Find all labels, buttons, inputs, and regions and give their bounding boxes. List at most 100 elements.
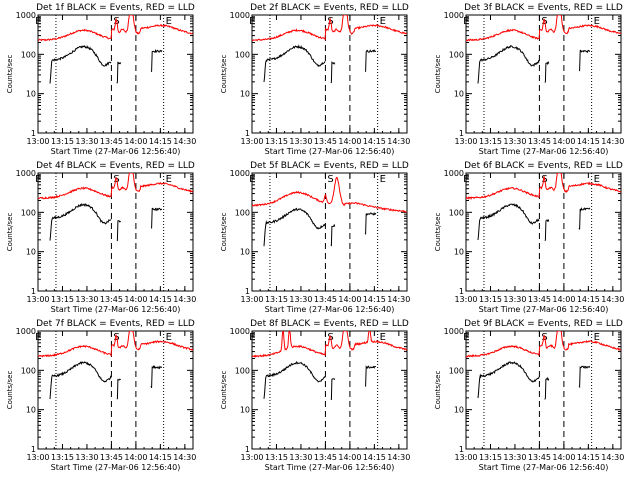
y-tick-label: 10 bbox=[26, 248, 36, 257]
marker-label: E bbox=[35, 174, 41, 185]
y-tick-label: 10 bbox=[26, 406, 36, 415]
x-axis-label: Start Time (27-Mar-06 12:56:40) bbox=[51, 463, 181, 472]
x-tick-label: 13:15 bbox=[265, 137, 288, 146]
plot-frame bbox=[251, 330, 408, 450]
y-tick-label: 1000 bbox=[230, 169, 250, 178]
x-tick-label: 14:00 bbox=[338, 453, 361, 462]
y-tick-label: 100 bbox=[449, 208, 464, 217]
y-tick-label: 10 bbox=[240, 90, 250, 99]
plot-frame bbox=[37, 172, 194, 292]
y-tick-label: 100 bbox=[235, 50, 250, 59]
y-tick-label: 1000 bbox=[230, 11, 250, 20]
plot-frame bbox=[37, 14, 194, 134]
lld-series-line bbox=[466, 15, 621, 42]
plot-frame bbox=[465, 330, 622, 450]
y-tick-label: 1 bbox=[245, 129, 250, 138]
marker-label: E bbox=[380, 174, 386, 185]
events-series-line bbox=[477, 203, 591, 241]
x-axis-label: Start Time (27-Mar-06 12:56:40) bbox=[265, 147, 395, 156]
marker-label: E bbox=[166, 332, 172, 343]
x-tick-label: 14:00 bbox=[124, 453, 147, 462]
y-tick-label: 1000 bbox=[444, 11, 464, 20]
marker-label: E bbox=[249, 332, 255, 343]
events-series-line bbox=[477, 360, 591, 400]
events-series-line bbox=[263, 360, 376, 400]
events-series-line bbox=[477, 45, 591, 84]
lld-series-line bbox=[38, 15, 193, 42]
x-axis-label: Start Time (27-Mar-06 12:56:40) bbox=[479, 147, 609, 156]
y-tick-label: 100 bbox=[449, 50, 464, 59]
y-axis-label: Counts/sec bbox=[434, 371, 442, 410]
marker-label: E bbox=[463, 16, 469, 27]
x-tick-label: 14:30 bbox=[387, 453, 410, 462]
lld-series-line bbox=[252, 176, 407, 213]
marker-label: E bbox=[594, 174, 600, 185]
y-tick-label: 100 bbox=[449, 366, 464, 375]
marker-label: S bbox=[327, 174, 333, 185]
x-tick-label: 13:45 bbox=[100, 137, 123, 146]
x-tick-label: 14:15 bbox=[149, 137, 172, 146]
x-tick-label: 14:15 bbox=[577, 137, 600, 146]
panel-title: Det 9f BLACK = Events, RED = LLD bbox=[464, 319, 623, 329]
x-tick-label: 14:00 bbox=[552, 453, 575, 462]
x-tick-label: 14:15 bbox=[363, 453, 386, 462]
plot-frame bbox=[37, 330, 194, 450]
y-tick-label: 10 bbox=[240, 406, 250, 415]
x-tick-label: 13:15 bbox=[265, 295, 288, 304]
panel-title: Det 2f BLACK = Events, RED = LLD bbox=[250, 3, 409, 13]
y-axis-label: Counts/sec bbox=[220, 213, 228, 252]
x-tick-label: 14:15 bbox=[363, 137, 386, 146]
x-tick-label: 14:00 bbox=[552, 295, 575, 304]
marker-label: E bbox=[594, 16, 600, 27]
y-tick-label: 1 bbox=[31, 445, 36, 454]
y-axis-label: Counts/sec bbox=[220, 55, 228, 94]
plot-frame bbox=[465, 172, 622, 292]
y-tick-label: 1 bbox=[245, 445, 250, 454]
x-tick-label: 13:00 bbox=[454, 295, 477, 304]
x-tick-label: 14:00 bbox=[338, 295, 361, 304]
panel-title: Det 3f BLACK = Events, RED = LLD bbox=[464, 3, 623, 13]
y-axis-label: Counts/sec bbox=[434, 213, 442, 252]
x-tick-label: 13:15 bbox=[51, 295, 74, 304]
marker-label: E bbox=[463, 332, 469, 343]
y-tick-label: 100 bbox=[235, 366, 250, 375]
x-tick-label: 13:45 bbox=[314, 137, 337, 146]
x-tick-label: 13:15 bbox=[51, 453, 74, 462]
x-tick-label: 13:00 bbox=[240, 295, 263, 304]
plot-frame bbox=[251, 14, 408, 134]
x-axis-label: Start Time (27-Mar-06 12:56:40) bbox=[265, 463, 395, 472]
panel-title: Det 1f BLACK = Events, RED = LLD bbox=[36, 3, 195, 13]
marker-label: E bbox=[166, 16, 172, 27]
y-tick-label: 1 bbox=[459, 129, 464, 138]
y-tick-label: 10 bbox=[240, 248, 250, 257]
panel-title: Det 7f BLACK = Events, RED = LLD bbox=[36, 319, 195, 329]
x-tick-label: 13:15 bbox=[479, 137, 502, 146]
x-tick-label: 14:30 bbox=[173, 137, 196, 146]
lld-series-line bbox=[466, 331, 621, 358]
x-tick-label: 13:45 bbox=[314, 453, 337, 462]
lld-series-line bbox=[38, 173, 193, 200]
x-tick-label: 14:15 bbox=[149, 453, 172, 462]
y-tick-label: 10 bbox=[26, 90, 36, 99]
lld-series-line bbox=[466, 173, 621, 201]
marker-label: E bbox=[35, 16, 41, 27]
x-tick-label: 13:45 bbox=[528, 137, 551, 146]
marker-label: E bbox=[249, 174, 255, 185]
x-tick-label: 13:15 bbox=[265, 453, 288, 462]
y-tick-label: 10 bbox=[454, 90, 464, 99]
marker-label: E bbox=[380, 16, 386, 27]
x-tick-label: 13:30 bbox=[503, 137, 526, 146]
x-tick-label: 13:00 bbox=[26, 295, 49, 304]
events-series-line bbox=[263, 207, 377, 247]
x-tick-label: 14:30 bbox=[387, 137, 410, 146]
marker-label: E bbox=[35, 332, 41, 343]
y-axis-label: Counts/sec bbox=[6, 55, 14, 94]
panel-title: Det 6f BLACK = Events, RED = LLD bbox=[464, 161, 623, 171]
y-tick-label: 100 bbox=[21, 366, 36, 375]
x-tick-label: 14:30 bbox=[601, 295, 624, 304]
